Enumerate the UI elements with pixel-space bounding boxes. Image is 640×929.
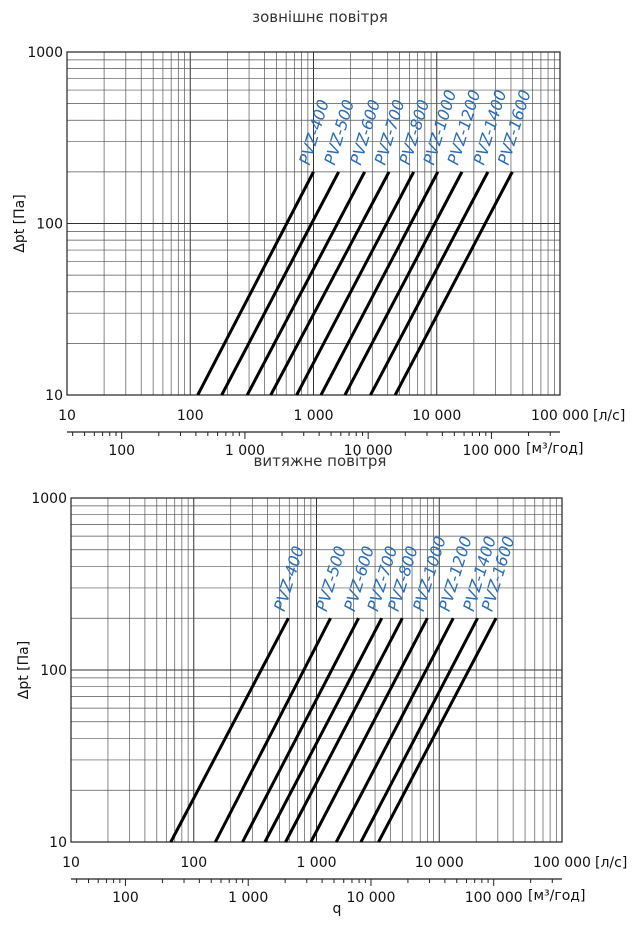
secondary-x-unit-label: [м³/год] xyxy=(528,888,585,904)
x-tick-label: 1 000 xyxy=(293,408,333,424)
secondary-x-tick-label: 10 000 xyxy=(346,890,395,906)
secondary-x-tick-label: 100 xyxy=(112,890,139,906)
secondary-x-unit-label: [м³/год] xyxy=(526,441,583,457)
x-tick-label: 10 000 xyxy=(415,855,464,871)
series-line xyxy=(263,617,384,843)
secondary-x-tick-label: 1 000 xyxy=(228,890,268,906)
series-line xyxy=(196,171,315,396)
series-label: PVZ-400 xyxy=(270,544,308,614)
series-line xyxy=(343,171,464,396)
x-axis-label: q xyxy=(333,901,342,917)
secondary-x-tick-label: 100 000 xyxy=(462,443,520,459)
x-tick-label: 10 000 xyxy=(412,408,461,424)
y-axis-label: Δpt [Па] xyxy=(12,194,28,252)
x-tick-label: 1 000 xyxy=(296,855,336,871)
series-line xyxy=(359,617,479,843)
plot-frame xyxy=(66,51,561,396)
x-tick-label: 100 000 xyxy=(531,408,589,424)
y-tick-label: 100 xyxy=(36,217,63,233)
secondary-x-tick-label: 100 000 xyxy=(465,890,523,906)
x-tick-label: 100 xyxy=(180,855,207,871)
series-line xyxy=(220,171,340,396)
y-tick-label: 1000 xyxy=(27,45,63,61)
x-unit-label: [л/с] xyxy=(595,855,627,871)
series-line xyxy=(334,617,455,843)
y-tick-label: 10 xyxy=(49,835,67,851)
y-axis-label: Δpt [Па] xyxy=(16,641,32,699)
series-line xyxy=(393,171,514,396)
x-tick-label: 100 000 xyxy=(533,855,591,871)
series-line xyxy=(245,171,366,396)
y-tick-label: 100 xyxy=(40,663,67,679)
plot-frame xyxy=(70,497,563,843)
chart-title: витяжне повітря xyxy=(254,452,387,470)
series-line xyxy=(284,617,404,843)
secondary-x-tick-label: 1 000 xyxy=(225,443,265,459)
series-line xyxy=(241,617,360,843)
x-tick-label: 100 xyxy=(177,408,204,424)
series-line xyxy=(319,171,440,396)
x-tick-label: 10 xyxy=(62,855,80,871)
y-tick-label: 10 xyxy=(45,388,63,404)
series-line xyxy=(295,171,416,396)
secondary-x-tick-label: 10 000 xyxy=(344,443,393,459)
series-line xyxy=(269,171,391,396)
series-line xyxy=(169,617,290,843)
x-unit-label: [л/с] xyxy=(593,408,625,424)
secondary-x-tick-label: 100 xyxy=(108,443,135,459)
series-line xyxy=(214,617,332,843)
series-line xyxy=(369,171,490,396)
x-tick-label: 10 xyxy=(58,408,76,424)
y-tick-label: 1000 xyxy=(31,491,67,507)
chart-title: зовнішнє повітря xyxy=(252,8,388,26)
series-line xyxy=(377,617,498,843)
series-line xyxy=(309,617,429,843)
